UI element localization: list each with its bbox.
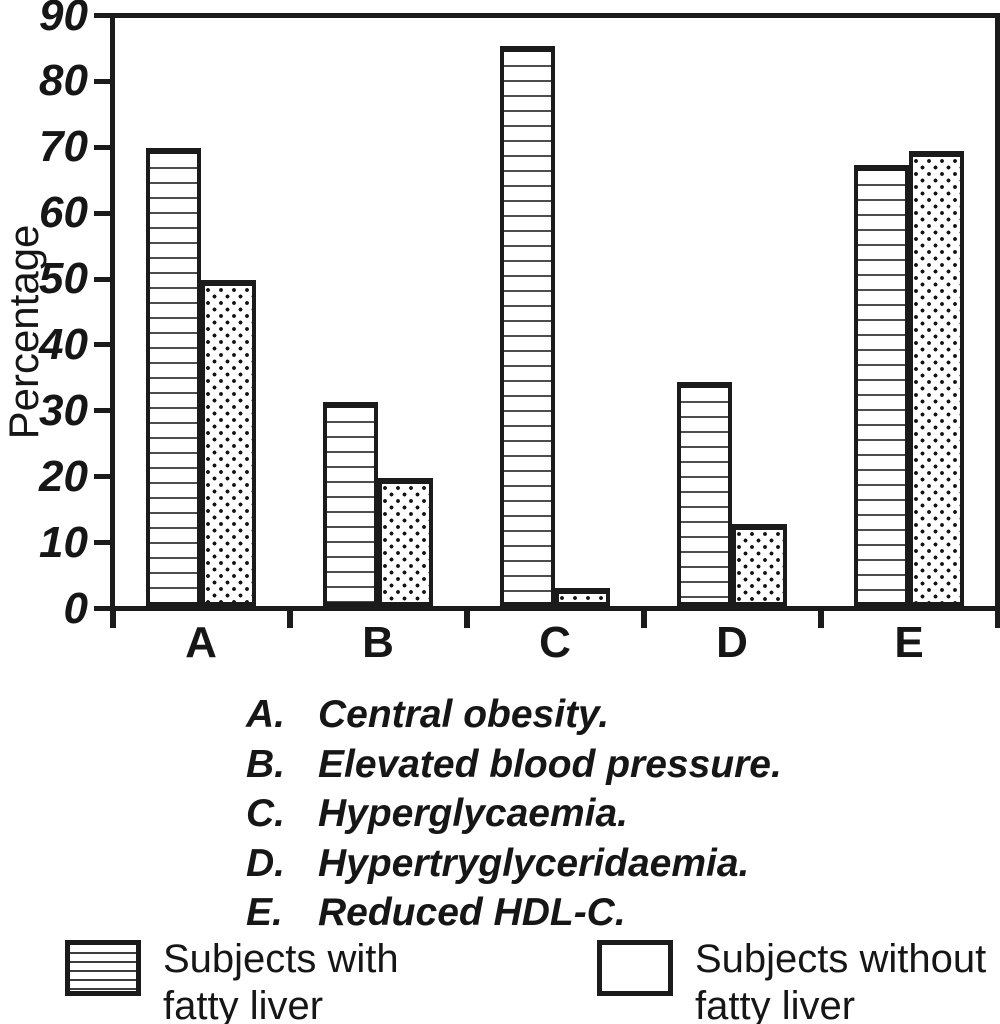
y-axis-tick-label: 30 — [39, 385, 88, 435]
y-axis-tick-label: 20 — [39, 451, 88, 501]
y-axis-tick-label: 40 — [39, 319, 88, 369]
note-row-c: C. Hyperglycaemia. — [246, 789, 782, 839]
y-axis-tick — [94, 474, 111, 480]
y-axis-tick — [94, 78, 111, 84]
note-text: Hyperglycaemia. — [318, 792, 629, 835]
note-text: Reduced HDL-C. — [318, 891, 626, 934]
note-row-a: A. Central obesity. — [246, 690, 782, 740]
bar-c-without-fatty-liver — [555, 588, 610, 606]
y-axis-tick — [94, 606, 111, 611]
y-axis-tick-label: 60 — [39, 188, 88, 238]
x-axis-tick — [109, 611, 116, 628]
note-text: Central obesity. — [318, 693, 610, 736]
note-row-e: E. Reduced HDL-C. — [246, 888, 782, 938]
bar-a-with-fatty-liver — [146, 148, 201, 606]
bar-e-with-fatty-liver — [854, 164, 909, 606]
y-axis-tick-label: 90 — [39, 0, 88, 40]
category-label-c: C — [539, 618, 571, 667]
note-letter: B. — [246, 742, 285, 786]
y-axis-tick — [94, 540, 111, 546]
bar-d-with-fatty-liver — [677, 381, 732, 606]
bar-a-without-fatty-liver — [201, 279, 256, 606]
x-axis-tick — [817, 611, 824, 628]
category-label-d: D — [716, 618, 748, 667]
note-row-b: B. Elevated blood pressure. — [246, 740, 782, 790]
plot-area — [110, 13, 1000, 611]
bar-e-without-fatty-liver — [909, 151, 964, 606]
y-axis-tick — [94, 408, 111, 414]
note-letter: C. — [246, 792, 285, 835]
y-axis-tick — [94, 276, 111, 282]
y-axis-tick — [94, 13, 111, 18]
note-letter: A. — [246, 693, 285, 736]
legend-item-with-fatty-liver: Subjects with fatty liver — [65, 936, 399, 1024]
y-axis-tick-label: 80 — [39, 56, 88, 106]
note-text: Hypertryglyceridaemia. — [318, 841, 750, 885]
legend-swatch-horizontal-lines — [65, 940, 141, 996]
note-letter: D. — [246, 841, 285, 885]
legend-swatch-dots — [597, 940, 673, 996]
category-label-b: B — [362, 618, 394, 667]
note-row-d: D. Hypertryglyceridaemia. — [246, 839, 782, 889]
note-text: Elevated blood pressure. — [318, 742, 782, 786]
y-axis-tick-label: 0 — [63, 583, 88, 633]
legend-item-without-fatty-liver: Subjects without fatty liver — [597, 936, 986, 1024]
x-axis-tick — [994, 611, 1000, 628]
x-axis-tick — [463, 611, 470, 628]
y-axis-tick — [94, 210, 111, 216]
y-axis-tick — [94, 144, 111, 150]
bar-b-without-fatty-liver — [378, 477, 433, 606]
legend-label: Subjects with fatty liver — [163, 937, 399, 1024]
note-letter: E. — [246, 891, 283, 934]
x-axis-tick — [286, 611, 293, 628]
category-notes: A. Central obesity. B. Elevated blood pr… — [246, 690, 782, 938]
bar-d-without-fatty-liver — [732, 523, 787, 606]
legend-label: Subjects without fatty liver — [695, 937, 987, 1024]
y-axis-tick-label: 10 — [39, 517, 88, 567]
category-label-e: E — [894, 618, 924, 667]
bar-c-with-fatty-liver — [500, 45, 555, 606]
y-axis-tick-label: 50 — [39, 254, 88, 304]
y-axis-tick — [94, 342, 111, 348]
bar-b-with-fatty-liver — [323, 401, 378, 606]
y-axis-tick-label: 70 — [39, 122, 88, 172]
x-axis-tick — [640, 611, 647, 628]
category-label-a: A — [185, 618, 217, 667]
